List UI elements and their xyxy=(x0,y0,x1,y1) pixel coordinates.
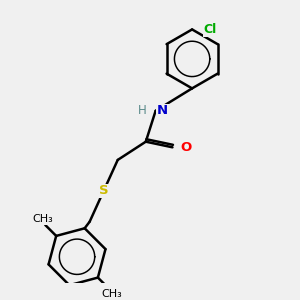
Text: Cl: Cl xyxy=(203,23,217,36)
Text: N: N xyxy=(157,104,168,117)
Text: O: O xyxy=(180,141,192,154)
Text: CH₃: CH₃ xyxy=(101,289,122,299)
Text: CH₃: CH₃ xyxy=(32,214,53,224)
Text: H: H xyxy=(138,104,147,117)
Text: S: S xyxy=(99,184,109,197)
